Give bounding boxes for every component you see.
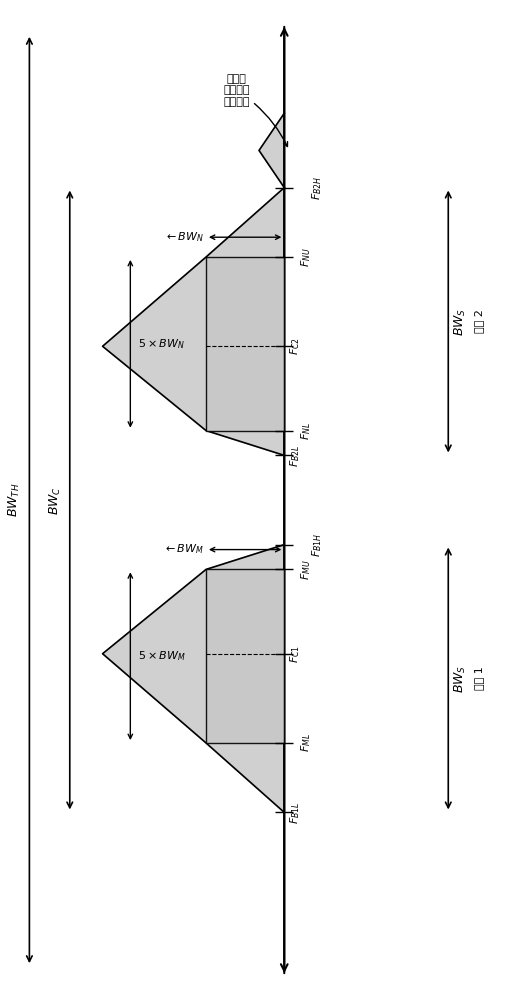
Text: $5\times BW_M$: $5\times BW_M$ [138, 649, 186, 663]
Text: $F_{B1L}$: $F_{B1L}$ [288, 801, 302, 824]
Text: 频带 2: 频带 2 [473, 310, 484, 333]
Polygon shape [259, 113, 284, 188]
Text: $F_{B2H}$: $F_{B2H}$ [310, 175, 324, 200]
Text: 归因于
预失真的
带宽扩展: 归因于 预失真的 带宽扩展 [223, 74, 287, 147]
Text: $F_{NL}$: $F_{NL}$ [300, 422, 313, 440]
Text: $F_{ML}$: $F_{ML}$ [300, 733, 313, 752]
Polygon shape [103, 188, 284, 455]
Bar [206, 257, 284, 431]
Text: 频带 1: 频带 1 [473, 667, 484, 690]
Bar [206, 569, 284, 743]
Text: $F_{MU}$: $F_{MU}$ [300, 559, 313, 580]
Polygon shape [103, 545, 284, 812]
Text: $F_{B1H}$: $F_{B1H}$ [310, 532, 324, 557]
Text: $BW_S$: $BW_S$ [453, 664, 468, 693]
Text: $\leftarrow BW_N$: $\leftarrow BW_N$ [164, 230, 204, 244]
Text: $F_{B2L}$: $F_{B2L}$ [288, 444, 302, 467]
Text: $F_{C1}$: $F_{C1}$ [288, 645, 302, 663]
Text: $\leftarrow BW_M$: $\leftarrow BW_M$ [163, 543, 204, 556]
Text: $BW_S$: $BW_S$ [453, 307, 468, 336]
Text: $5\times BW_N$: $5\times BW_N$ [138, 337, 185, 351]
Text: $BW_C$: $BW_C$ [48, 485, 63, 515]
Text: $F_{NU}$: $F_{NU}$ [300, 247, 313, 267]
Text: $BW_{TH}$: $BW_{TH}$ [7, 483, 22, 517]
Text: $F_{C2}$: $F_{C2}$ [288, 337, 302, 355]
